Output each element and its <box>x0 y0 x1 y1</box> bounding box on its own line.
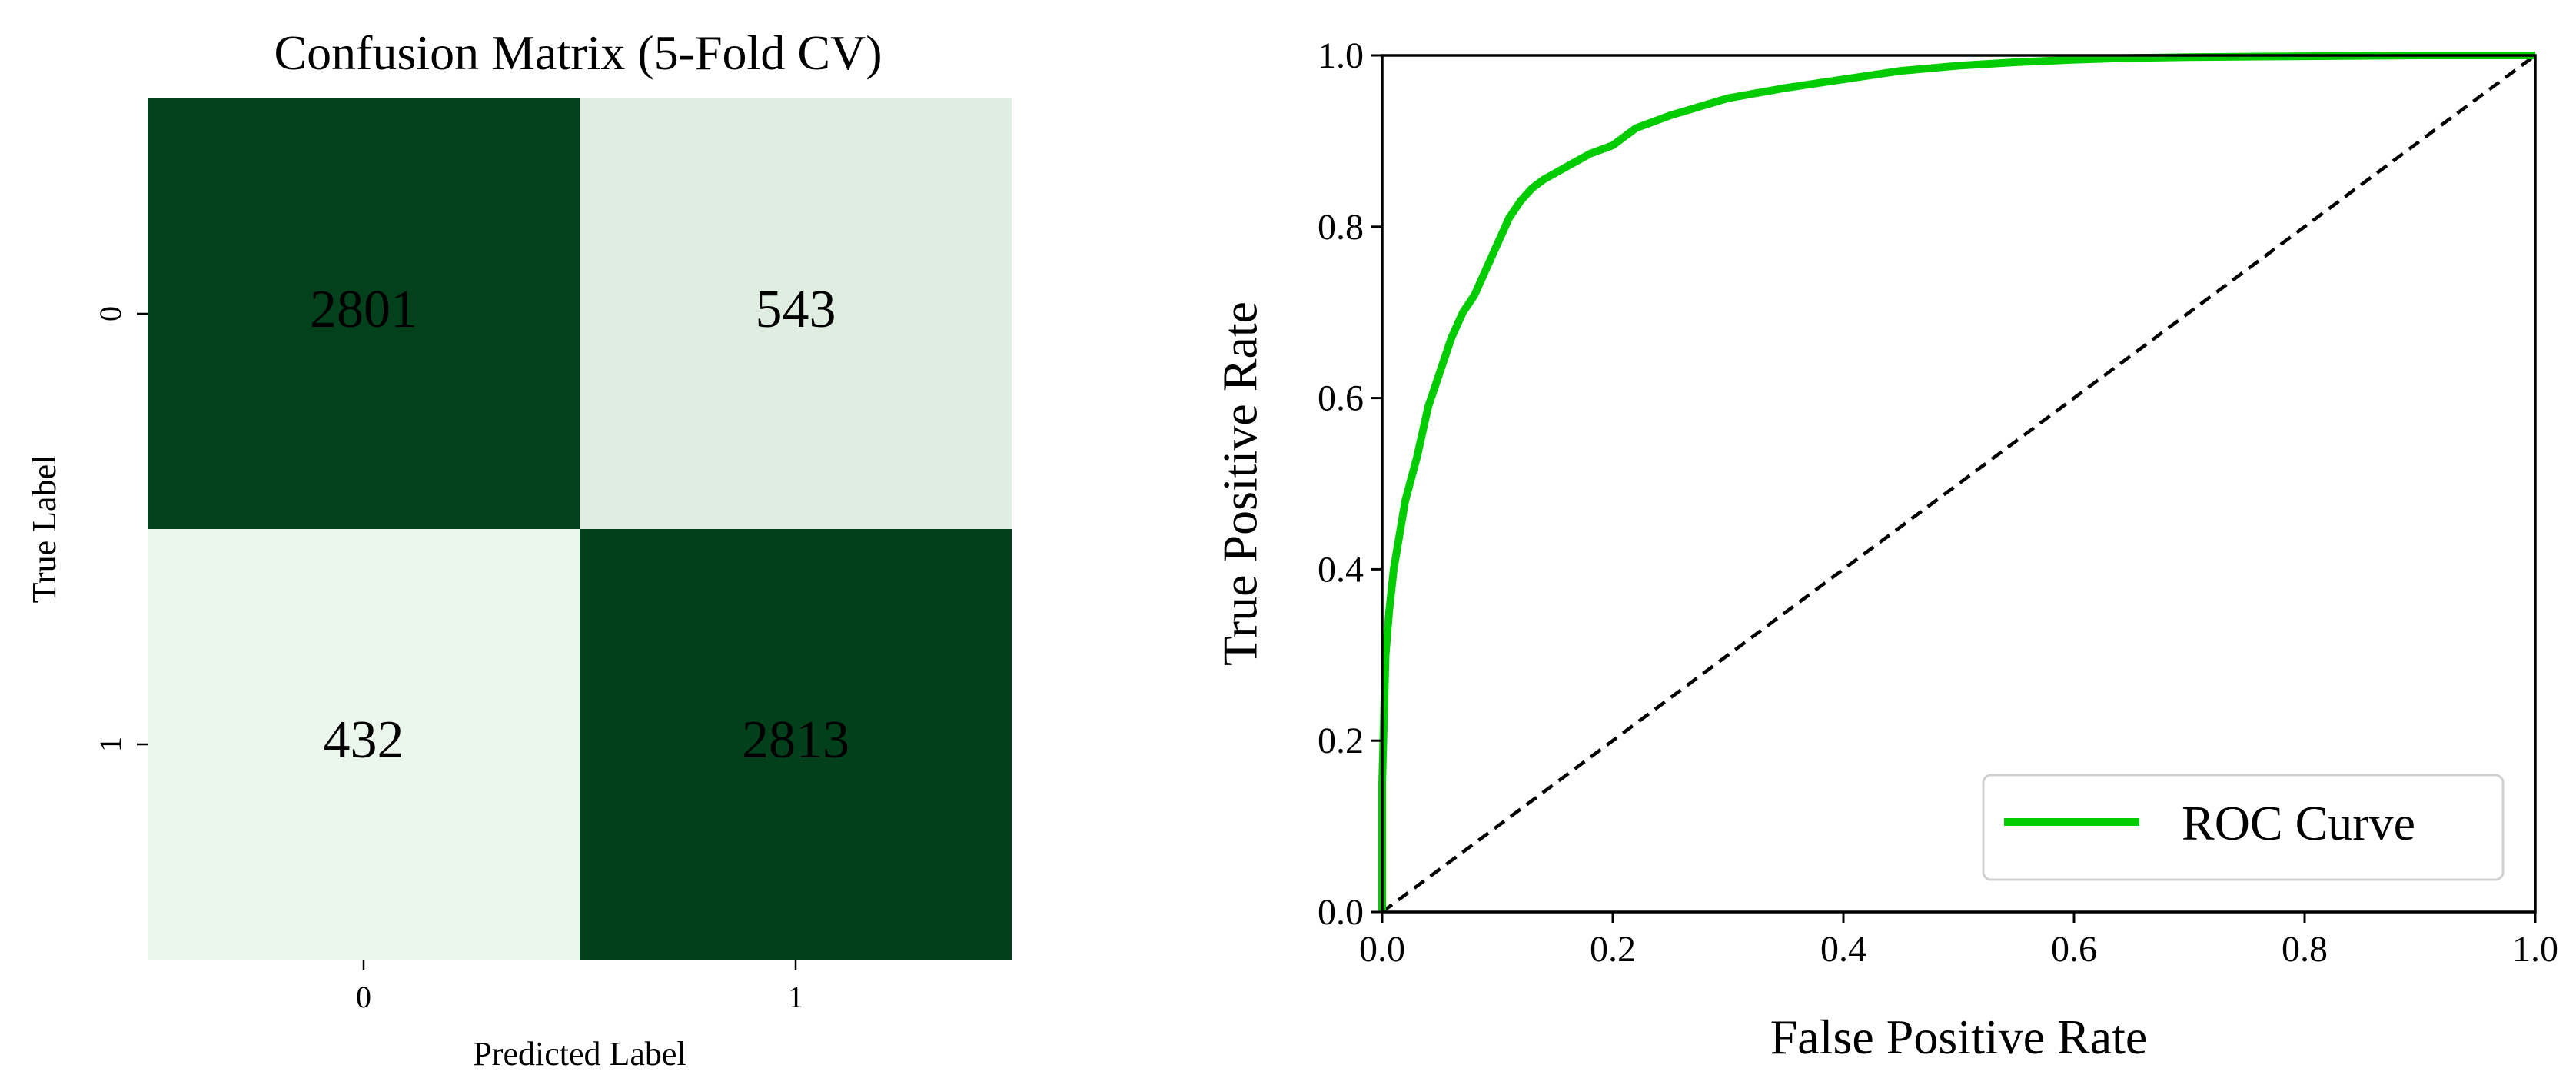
roc-plot-frame <box>1381 54 2537 914</box>
roc-ytick-label: 0.8 <box>1318 207 1364 248</box>
cm-ytick-label-1: 1 <box>93 737 128 752</box>
cm-ytick-label-0: 0 <box>93 306 128 321</box>
roc-ytick-label: 0.6 <box>1318 378 1364 419</box>
cm-cell-0-1 <box>580 98 1012 529</box>
cm-cell-1-1 <box>580 529 1012 960</box>
roc-ytick-label: 1.0 <box>1318 35 1364 76</box>
roc-legend-label: ROC Curve <box>2182 796 2415 850</box>
confusion-matrix-title: Confusion Matrix (5-Fold CV) <box>274 25 882 80</box>
roc-x-axis-label: False Positive Rate <box>1770 1010 2148 1064</box>
roc-xtick-label: 0.4 <box>1820 929 1866 970</box>
roc-xtick-label: 0.6 <box>2051 929 2097 970</box>
roc-ytick-label: 0.4 <box>1318 549 1364 590</box>
confusion-matrix-panel: Confusion Matrix (5-Fold CV) 2801 543 43… <box>25 25 1012 1073</box>
cm-x-axis-label: Predicted Label <box>473 1035 686 1073</box>
cm-value-0-0: 2801 <box>310 280 417 339</box>
cm-y-axis-label: True Label <box>25 455 63 604</box>
roc-ytick-label: 0.0 <box>1318 892 1364 933</box>
roc-xtick-label: 1.0 <box>2512 929 2558 970</box>
roc-x-ticks: 0.0 0.2 0.4 0.6 0.8 1.0 <box>1359 912 2558 970</box>
roc-ytick-label: 0.2 <box>1318 721 1364 761</box>
cm-cell-0-0 <box>148 98 580 529</box>
roc-xtick-label: 0.2 <box>1590 929 1636 970</box>
cm-value-1-1: 2813 <box>742 711 849 770</box>
cm-xtick-label-1: 1 <box>788 980 803 1014</box>
roc-curve <box>1378 52 2535 912</box>
roc-y-axis-label: True Positive Rate <box>1213 301 1268 666</box>
roc-panel: 0.0 0.2 0.4 0.6 0.8 1.0 0.0 0.2 0.4 0.6 0.8 1.0 Fa… <box>1213 35 2558 1064</box>
roc-legend-frame <box>1982 774 2505 881</box>
roc-legend: ROC Curve <box>1982 774 2505 881</box>
cm-value-0-1: 543 <box>756 280 836 339</box>
roc-xtick-label: 0.0 <box>1359 929 1405 970</box>
cm-cell-1-0 <box>148 529 580 960</box>
cm-value-1-0: 432 <box>324 711 404 770</box>
cm-xtick-label-0: 0 <box>356 980 371 1014</box>
roc-y-ticks: 0.0 0.2 0.4 0.6 0.8 1.0 <box>1318 35 1382 933</box>
roc-xtick-label: 0.8 <box>2282 929 2328 970</box>
